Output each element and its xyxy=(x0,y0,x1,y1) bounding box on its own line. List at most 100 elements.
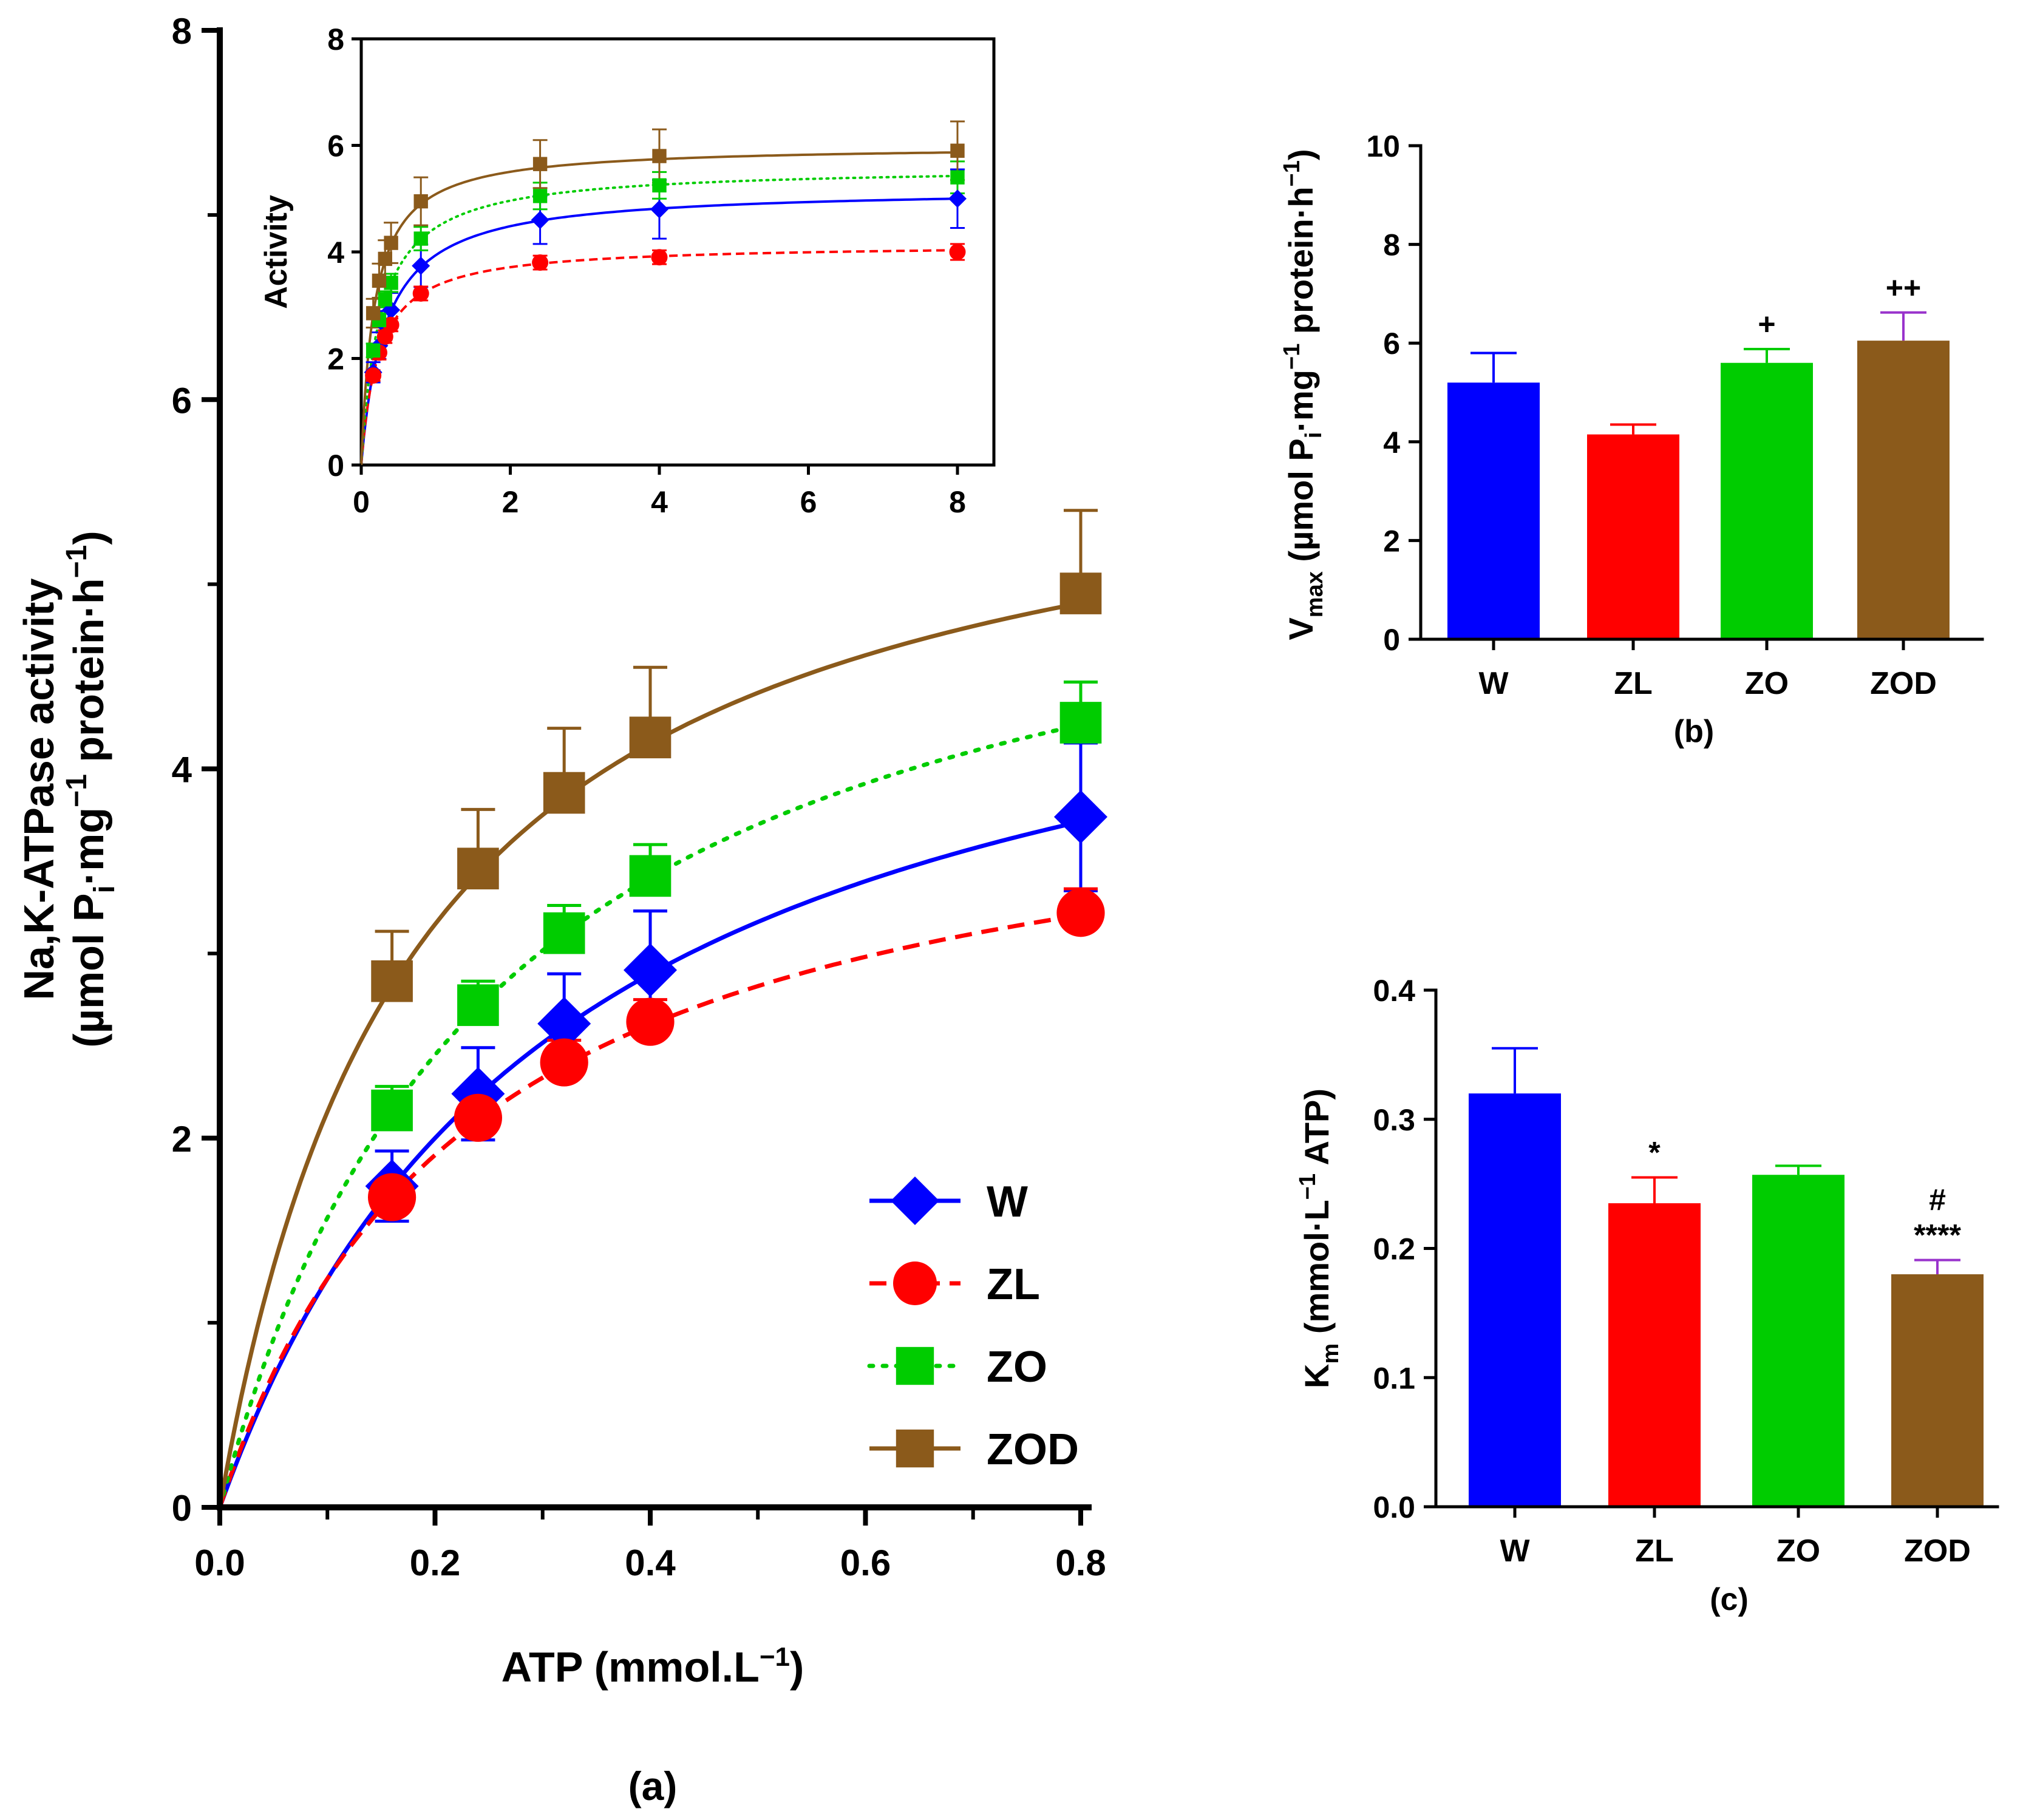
panel-a-label: (a) xyxy=(628,1764,678,1808)
inset-point-zod xyxy=(652,149,667,163)
inset-chart: 0 2 4 6 8 0 2 4 6 8 Activity xyxy=(259,22,996,519)
main-legend: W ZL ZO ZOD xyxy=(867,1177,1079,1474)
km-x-tick-label-zl: ZL xyxy=(1635,1533,1674,1569)
main-point-w xyxy=(624,943,677,997)
km-x-tick-label-w: W xyxy=(1500,1533,1530,1569)
main-point-zl xyxy=(1056,889,1105,937)
inset-y-ticks: 0 2 4 6 8 xyxy=(327,22,361,483)
main-y-tick-label: 2 xyxy=(172,1119,192,1160)
vmax-y-tick-label: 8 xyxy=(1383,228,1400,262)
km-bar-zo xyxy=(1752,1175,1844,1507)
inset-markers xyxy=(364,143,967,384)
main-point-zo xyxy=(629,855,672,897)
main-point-zl xyxy=(454,1093,503,1142)
vmax-significance-zo: + xyxy=(1758,307,1775,341)
inset-point-zl xyxy=(382,316,399,333)
vmax-bar-zo xyxy=(1721,362,1813,639)
inset-point-zl xyxy=(412,285,429,302)
main-y-label-line2: (µmol Pi·mg−1 protein·h−1) xyxy=(61,531,121,1047)
vmax-bar-w xyxy=(1447,382,1540,639)
main-x-tick-label: 0.0 xyxy=(194,1543,245,1583)
km-significance-zl: * xyxy=(1648,1135,1661,1169)
inset-point-zo xyxy=(384,276,398,290)
km-bars: *****# xyxy=(1469,1047,1984,1507)
main-point-zl xyxy=(368,1173,416,1221)
inset-point-zl xyxy=(651,249,668,266)
inset-point-w xyxy=(412,256,430,275)
inset-x-ticks: 0 2 4 6 8 xyxy=(353,465,966,519)
vmax-y-ticks: 0 2 4 6 8 10 xyxy=(1366,129,1421,657)
vmax-y-tick-label: 2 xyxy=(1383,524,1400,558)
inset-y-tick-label: 2 xyxy=(327,342,344,376)
inset-point-zl xyxy=(949,243,966,260)
panel-a: 0.0 0.2 0.4 0.6 0.8 0 2 4 6 8 ATP (mmol.L−1) Na,… xyxy=(15,11,1107,1808)
inset-y-tick-label: 0 xyxy=(327,449,344,483)
inset-point-w xyxy=(948,189,967,208)
main-point-zl xyxy=(540,1038,588,1087)
main-point-zod xyxy=(543,772,585,814)
inset-x-tick-label: 8 xyxy=(949,485,966,519)
inset-point-zo xyxy=(378,292,392,307)
inset-y-tick-label: 8 xyxy=(327,22,344,56)
main-y-tick-label: 0 xyxy=(172,1488,192,1529)
main-markers xyxy=(365,572,1107,1221)
km-x-ticks: W ZL ZO ZOD xyxy=(1500,1507,1971,1569)
inset-point-zo xyxy=(652,178,667,193)
inset-y-tick-label: 4 xyxy=(327,236,344,270)
inset-point-zod xyxy=(365,306,381,321)
inset-point-zod xyxy=(950,143,965,158)
main-fit-curve-zo xyxy=(217,722,1083,1510)
vmax-y-tick-label: 10 xyxy=(1366,129,1400,163)
main-point-zo xyxy=(371,1089,413,1132)
legend-marker-zl xyxy=(893,1261,937,1305)
km-y-tick-label: 0.3 xyxy=(1373,1103,1415,1137)
main-y-tick-label: 8 xyxy=(172,11,192,52)
main-y-tick-label: 6 xyxy=(172,380,192,421)
vmax-bar-zod xyxy=(1857,341,1950,639)
inset-fit-curve-zod xyxy=(360,151,958,465)
main-y-ticks: 0 2 4 6 8 xyxy=(172,11,220,1529)
inset-point-zod xyxy=(532,157,548,171)
vmax-bars: +++ xyxy=(1447,271,1950,639)
vmax-y-label: Vmax (µmol Pi·mg−1 protein·h−1) xyxy=(1279,149,1328,640)
main-y-label-line1: Na,K-ATPase activity xyxy=(15,578,63,1000)
vmax-significance-zod: ++ xyxy=(1886,271,1921,305)
legend-marker-zod xyxy=(896,1429,934,1468)
inset-point-zo xyxy=(413,231,428,246)
main-x-label: ATP (mmol.L−1) xyxy=(501,1642,804,1691)
main-y-label: Na,K-ATPase activity (µmol Pi·mg−1 prote… xyxy=(15,531,121,1047)
vmax-bar-zl xyxy=(1587,434,1679,639)
vmax-y-tick-label: 0 xyxy=(1383,623,1400,657)
inset-point-zod xyxy=(372,273,387,288)
main-point-zod xyxy=(1059,572,1102,614)
vmax-x-tick-label-zod: ZOD xyxy=(1870,666,1937,701)
legend-label-zod: ZOD xyxy=(987,1425,1079,1474)
legend-label-w: W xyxy=(987,1178,1028,1226)
inset-y-tick-label: 6 xyxy=(327,129,344,163)
vmax-x-ticks: W ZL ZO ZOD xyxy=(1478,639,1937,701)
main-x-tick-label: 0.6 xyxy=(840,1543,891,1583)
inset-point-zod xyxy=(378,251,392,267)
km-significance-zod: # xyxy=(1929,1183,1946,1217)
inset-y-label: Activity xyxy=(259,195,294,309)
main-x-ticks: 0.0 0.2 0.4 0.6 0.8 xyxy=(194,1507,1106,1583)
km-y-tick-label: 0.2 xyxy=(1373,1232,1415,1266)
vmax-y-tick-label: 4 xyxy=(1383,426,1400,460)
km-y-ticks: 0.0 0.1 0.2 0.3 0.4 xyxy=(1373,974,1436,1524)
inset-point-zo xyxy=(532,189,548,203)
km-y-tick-label: 0.1 xyxy=(1373,1361,1415,1395)
inset-point-zod xyxy=(413,194,428,209)
km-bar-zl xyxy=(1608,1203,1701,1507)
inset-point-zl xyxy=(532,254,549,271)
vmax-x-tick-label-zl: ZL xyxy=(1614,666,1653,701)
legend-label-zo: ZO xyxy=(987,1343,1047,1391)
inset-point-zod xyxy=(384,236,398,250)
main-point-zod xyxy=(371,960,413,1002)
panel-b-label: (b) xyxy=(1674,714,1714,749)
legend-marker-zo xyxy=(896,1346,934,1385)
main-point-zo xyxy=(457,984,499,1027)
main-x-tick-label: 0.8 xyxy=(1055,1543,1106,1583)
vmax-x-tick-label-zo: ZO xyxy=(1745,666,1789,701)
main-point-zl xyxy=(626,997,675,1046)
